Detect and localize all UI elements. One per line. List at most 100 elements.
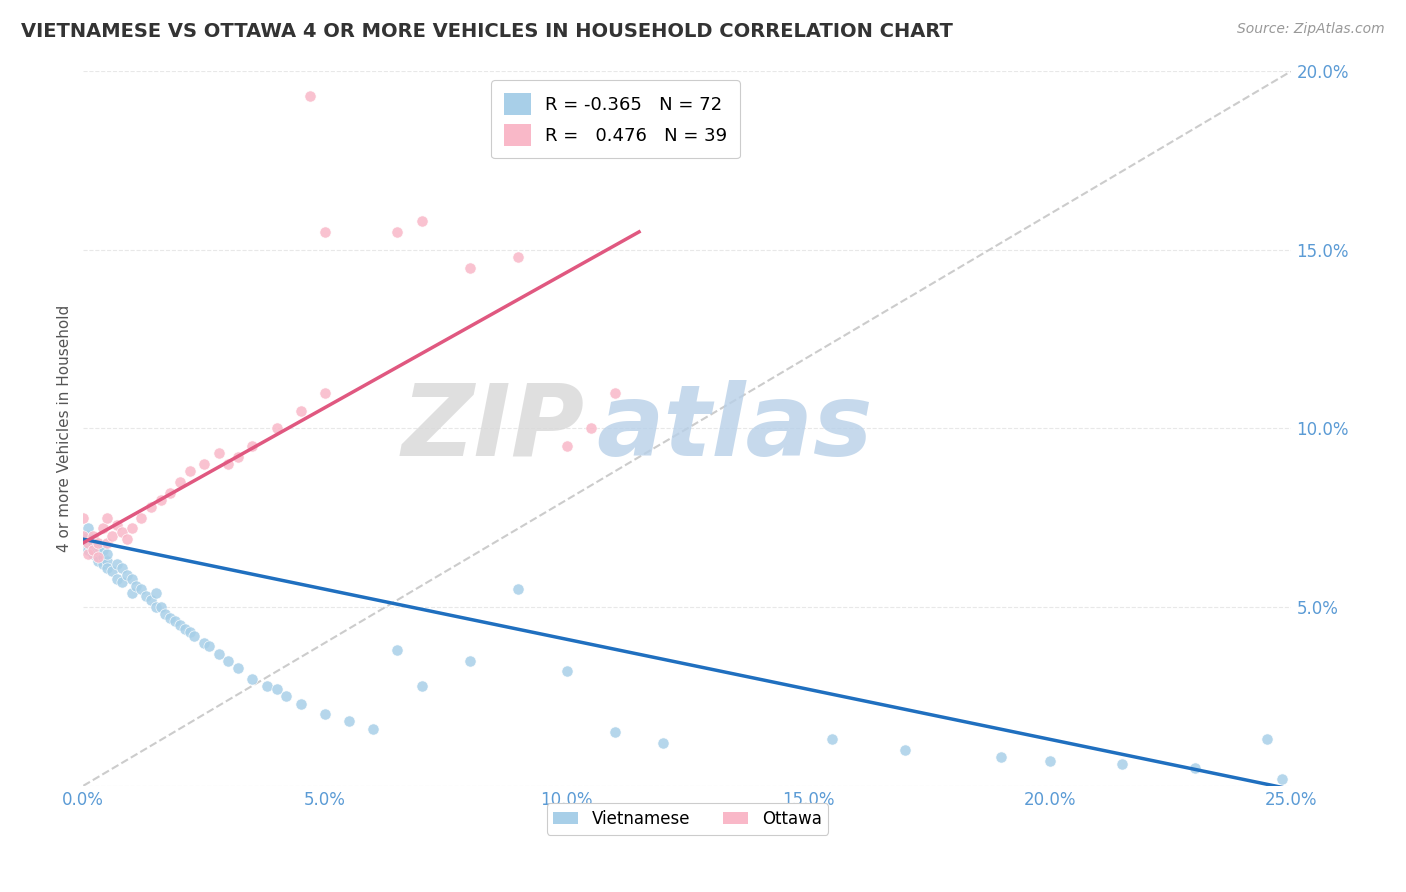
Point	[82, 535, 104, 549]
Point	[111, 524, 134, 539]
Point	[1256, 732, 1278, 747]
Point	[72, 535, 94, 549]
Point	[115, 568, 138, 582]
Point	[121, 521, 143, 535]
Point	[115, 532, 138, 546]
Point	[165, 615, 187, 629]
Point	[96, 554, 118, 568]
Point	[149, 600, 172, 615]
Point	[77, 535, 100, 549]
Legend: Vietnamese, Ottawa: Vietnamese, Ottawa	[547, 804, 828, 835]
Point	[579, 421, 602, 435]
Point	[242, 672, 264, 686]
Point	[77, 543, 100, 558]
Point	[242, 439, 264, 453]
Point	[179, 625, 201, 640]
Point	[101, 528, 124, 542]
Text: atlas: atlas	[596, 380, 873, 477]
Point	[77, 535, 100, 549]
Point	[266, 421, 288, 435]
Point	[226, 661, 249, 675]
Point	[290, 697, 312, 711]
Point	[82, 528, 104, 542]
Point	[1111, 757, 1133, 772]
Point	[299, 89, 322, 103]
Point	[276, 690, 298, 704]
Point	[361, 722, 384, 736]
Point	[121, 586, 143, 600]
Y-axis label: 4 or more Vehicles in Household: 4 or more Vehicles in Household	[58, 305, 72, 552]
Point	[179, 464, 201, 478]
Point	[82, 543, 104, 558]
Point	[183, 629, 205, 643]
Point	[821, 732, 844, 747]
Point	[256, 679, 278, 693]
Point	[125, 579, 148, 593]
Point	[1271, 772, 1294, 786]
Point	[111, 561, 134, 575]
Point	[105, 558, 128, 572]
Point	[77, 547, 100, 561]
Point	[159, 485, 181, 500]
Point	[82, 547, 104, 561]
Point	[411, 214, 433, 228]
Point	[77, 528, 100, 542]
Point	[990, 750, 1012, 764]
Point	[72, 510, 94, 524]
Point	[603, 385, 626, 400]
Point	[96, 561, 118, 575]
Point	[207, 647, 229, 661]
Point	[139, 500, 162, 514]
Point	[72, 528, 94, 542]
Point	[337, 714, 360, 729]
Point	[105, 572, 128, 586]
Point	[105, 517, 128, 532]
Point	[72, 532, 94, 546]
Point	[91, 543, 114, 558]
Point	[193, 636, 215, 650]
Point	[652, 736, 675, 750]
Point	[266, 682, 288, 697]
Point	[155, 607, 177, 622]
Point	[314, 385, 336, 400]
Point	[894, 743, 917, 757]
Point	[145, 600, 167, 615]
Point	[135, 590, 157, 604]
Point	[1184, 761, 1206, 775]
Point	[87, 540, 110, 554]
Point	[508, 582, 530, 597]
Text: Source: ZipAtlas.com: Source: ZipAtlas.com	[1237, 22, 1385, 37]
Text: ZIP: ZIP	[402, 380, 585, 477]
Point	[411, 679, 433, 693]
Point	[96, 547, 118, 561]
Point	[96, 510, 118, 524]
Point	[121, 572, 143, 586]
Point	[193, 457, 215, 471]
Point	[96, 535, 118, 549]
Point	[77, 521, 100, 535]
Point	[139, 593, 162, 607]
Point	[387, 643, 409, 657]
Point	[101, 565, 124, 579]
Point	[314, 225, 336, 239]
Point	[1039, 754, 1062, 768]
Point	[173, 622, 195, 636]
Point	[603, 725, 626, 739]
Point	[129, 582, 152, 597]
Point	[87, 547, 110, 561]
Point	[72, 528, 94, 542]
Point	[111, 575, 134, 590]
Point	[314, 707, 336, 722]
Point	[82, 540, 104, 554]
Point	[226, 450, 249, 464]
Point	[508, 250, 530, 264]
Point	[217, 457, 239, 471]
Point	[82, 532, 104, 546]
Point	[555, 439, 578, 453]
Point	[91, 558, 114, 572]
Point	[290, 403, 312, 417]
Point	[91, 550, 114, 565]
Point	[169, 618, 191, 632]
Point	[87, 550, 110, 565]
Point	[387, 225, 409, 239]
